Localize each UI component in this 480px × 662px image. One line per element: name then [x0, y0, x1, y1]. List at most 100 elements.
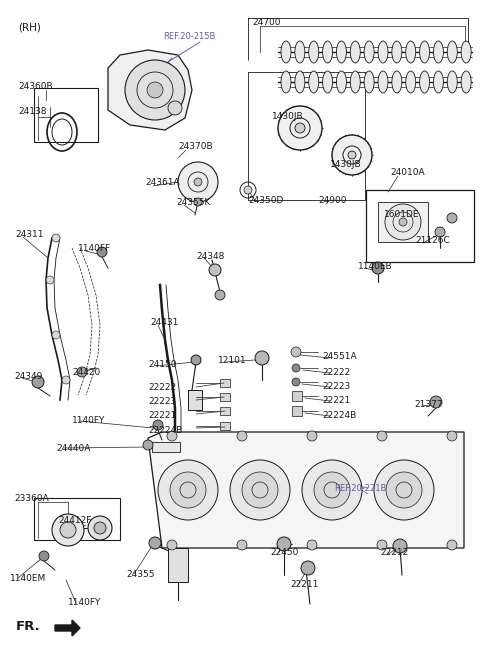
- Circle shape: [430, 396, 442, 408]
- Circle shape: [39, 551, 49, 561]
- Bar: [152, 442, 180, 452]
- Ellipse shape: [323, 41, 333, 63]
- Circle shape: [77, 367, 87, 377]
- Bar: [188, 390, 202, 410]
- Circle shape: [447, 431, 457, 441]
- Circle shape: [194, 198, 202, 206]
- Circle shape: [88, 516, 112, 540]
- Ellipse shape: [433, 71, 444, 93]
- Polygon shape: [55, 620, 80, 636]
- Text: (RH): (RH): [18, 22, 41, 32]
- Ellipse shape: [406, 71, 416, 93]
- Text: 24311: 24311: [15, 230, 44, 239]
- Text: 22222: 22222: [322, 368, 350, 377]
- Text: 22223: 22223: [322, 382, 350, 391]
- Circle shape: [46, 276, 54, 284]
- Text: 24360B: 24360B: [18, 82, 53, 91]
- Text: 23360A: 23360A: [14, 494, 49, 503]
- Circle shape: [209, 264, 221, 276]
- Circle shape: [125, 60, 185, 120]
- Text: 24431: 24431: [150, 318, 179, 327]
- Bar: [220, 422, 230, 430]
- Text: 24010A: 24010A: [390, 168, 425, 177]
- Circle shape: [399, 218, 407, 226]
- Circle shape: [295, 123, 305, 133]
- Circle shape: [393, 539, 407, 553]
- Ellipse shape: [309, 41, 319, 63]
- Circle shape: [32, 376, 44, 388]
- Ellipse shape: [461, 71, 471, 93]
- Circle shape: [348, 151, 356, 159]
- Circle shape: [377, 431, 387, 441]
- Circle shape: [292, 364, 300, 372]
- Bar: [34, 88, 98, 142]
- Text: 22222: 22222: [148, 383, 176, 392]
- Text: 24348: 24348: [196, 252, 224, 261]
- Circle shape: [447, 540, 457, 550]
- Bar: [292, 406, 302, 416]
- Circle shape: [194, 178, 202, 186]
- Polygon shape: [108, 50, 192, 130]
- Circle shape: [52, 234, 60, 242]
- Text: 24355K: 24355K: [176, 198, 210, 207]
- Bar: [220, 407, 230, 415]
- Text: 24150: 24150: [148, 360, 177, 369]
- Bar: [378, 202, 428, 242]
- Bar: [220, 393, 230, 401]
- Circle shape: [307, 431, 317, 441]
- Ellipse shape: [420, 41, 430, 63]
- Circle shape: [372, 262, 384, 274]
- Text: 1140FF: 1140FF: [78, 244, 111, 253]
- Text: 22221: 22221: [322, 396, 350, 405]
- Text: 1601DE: 1601DE: [384, 210, 420, 219]
- Circle shape: [143, 440, 153, 450]
- Text: 1140FY: 1140FY: [68, 598, 101, 607]
- Text: 22224B: 22224B: [322, 411, 356, 420]
- Circle shape: [332, 135, 372, 175]
- Circle shape: [307, 540, 317, 550]
- Text: 22450: 22450: [270, 548, 299, 557]
- Circle shape: [302, 460, 362, 520]
- Circle shape: [292, 378, 300, 386]
- Ellipse shape: [420, 71, 430, 93]
- Circle shape: [447, 213, 457, 223]
- Circle shape: [230, 460, 290, 520]
- Ellipse shape: [406, 41, 416, 63]
- Text: 1430JB: 1430JB: [272, 112, 304, 121]
- Ellipse shape: [447, 71, 457, 93]
- Text: 21126C: 21126C: [415, 236, 450, 245]
- Circle shape: [191, 355, 201, 365]
- Text: 24420: 24420: [72, 368, 100, 377]
- Circle shape: [94, 522, 106, 534]
- Text: 24350D: 24350D: [248, 196, 283, 205]
- Text: 24412F: 24412F: [58, 516, 91, 525]
- Ellipse shape: [309, 71, 319, 93]
- Circle shape: [158, 460, 218, 520]
- Circle shape: [301, 561, 315, 575]
- Ellipse shape: [295, 71, 305, 93]
- Text: 22221: 22221: [148, 411, 176, 420]
- Ellipse shape: [378, 71, 388, 93]
- Ellipse shape: [364, 71, 374, 93]
- Text: REF.20-221B: REF.20-221B: [334, 484, 386, 493]
- Text: 24361A: 24361A: [145, 178, 180, 187]
- Circle shape: [52, 331, 60, 339]
- Text: FR.: FR.: [16, 620, 41, 633]
- Circle shape: [178, 162, 218, 202]
- Circle shape: [377, 540, 387, 550]
- Ellipse shape: [281, 71, 291, 93]
- Circle shape: [278, 106, 322, 150]
- Text: 1140FY: 1140FY: [72, 416, 106, 425]
- Ellipse shape: [392, 41, 402, 63]
- Circle shape: [314, 472, 350, 508]
- Polygon shape: [148, 432, 464, 548]
- Text: 1140EB: 1140EB: [358, 262, 393, 271]
- Text: 1140EM: 1140EM: [10, 574, 46, 583]
- Circle shape: [242, 472, 278, 508]
- Ellipse shape: [323, 71, 333, 93]
- Circle shape: [255, 351, 269, 365]
- Ellipse shape: [364, 41, 374, 63]
- Circle shape: [244, 186, 252, 194]
- Ellipse shape: [281, 41, 291, 63]
- Text: 22224B: 22224B: [148, 426, 182, 435]
